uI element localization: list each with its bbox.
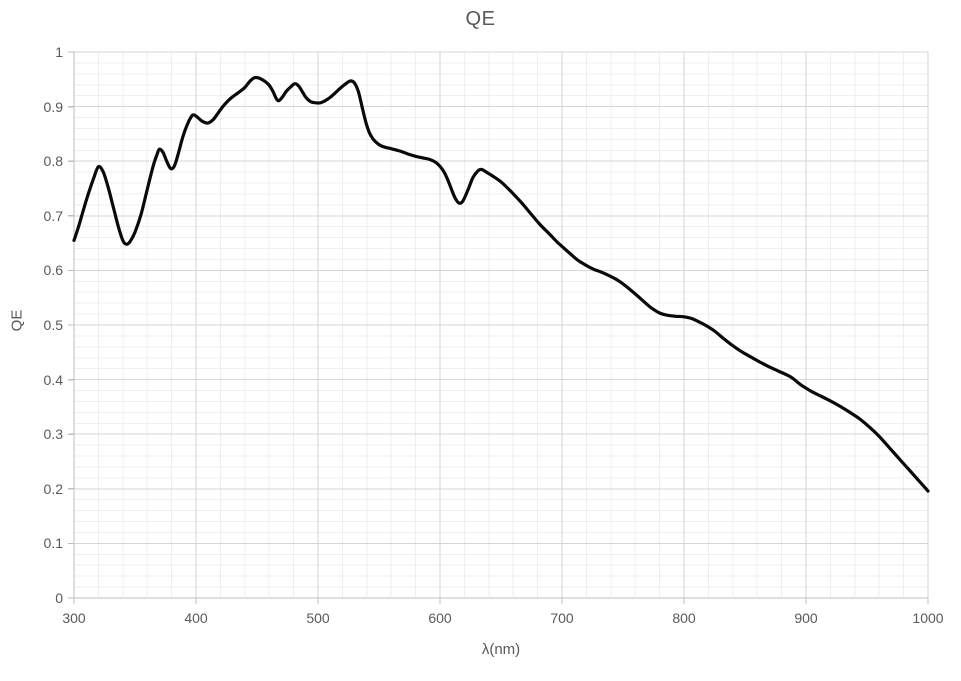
x-axis-title: λ(nm) [481,641,521,658]
x-tick-label: 400 [184,610,208,626]
y-tick-label: 1 [55,44,63,60]
y-tick-label: 0 [55,590,63,606]
y-tick-label: 0.7 [43,207,63,224]
x-tick-label: 500 [306,610,330,626]
x-tick-label: 300 [62,610,86,626]
x-tick-label: 900 [794,610,818,626]
y-tick-label: 0.2 [43,480,63,497]
x-tick-label: 600 [428,610,452,626]
y-tick-label: 0.5 [43,317,63,333]
y-tick-label: 0.8 [43,153,63,170]
qe-curve [72,75,930,493]
y-tick-label: 0.9 [43,98,63,115]
y-tick-label: 0.4 [43,371,63,388]
y-tick-label: 0.6 [43,262,63,279]
chart-title: QE [465,8,496,30]
x-tick-label: 1000 [912,610,944,626]
y-tick-label: 0.1 [43,535,63,552]
y-tick-label: 0.3 [43,426,63,443]
x-tick-label: 800 [672,610,696,626]
x-tick-label: 700 [550,610,574,626]
